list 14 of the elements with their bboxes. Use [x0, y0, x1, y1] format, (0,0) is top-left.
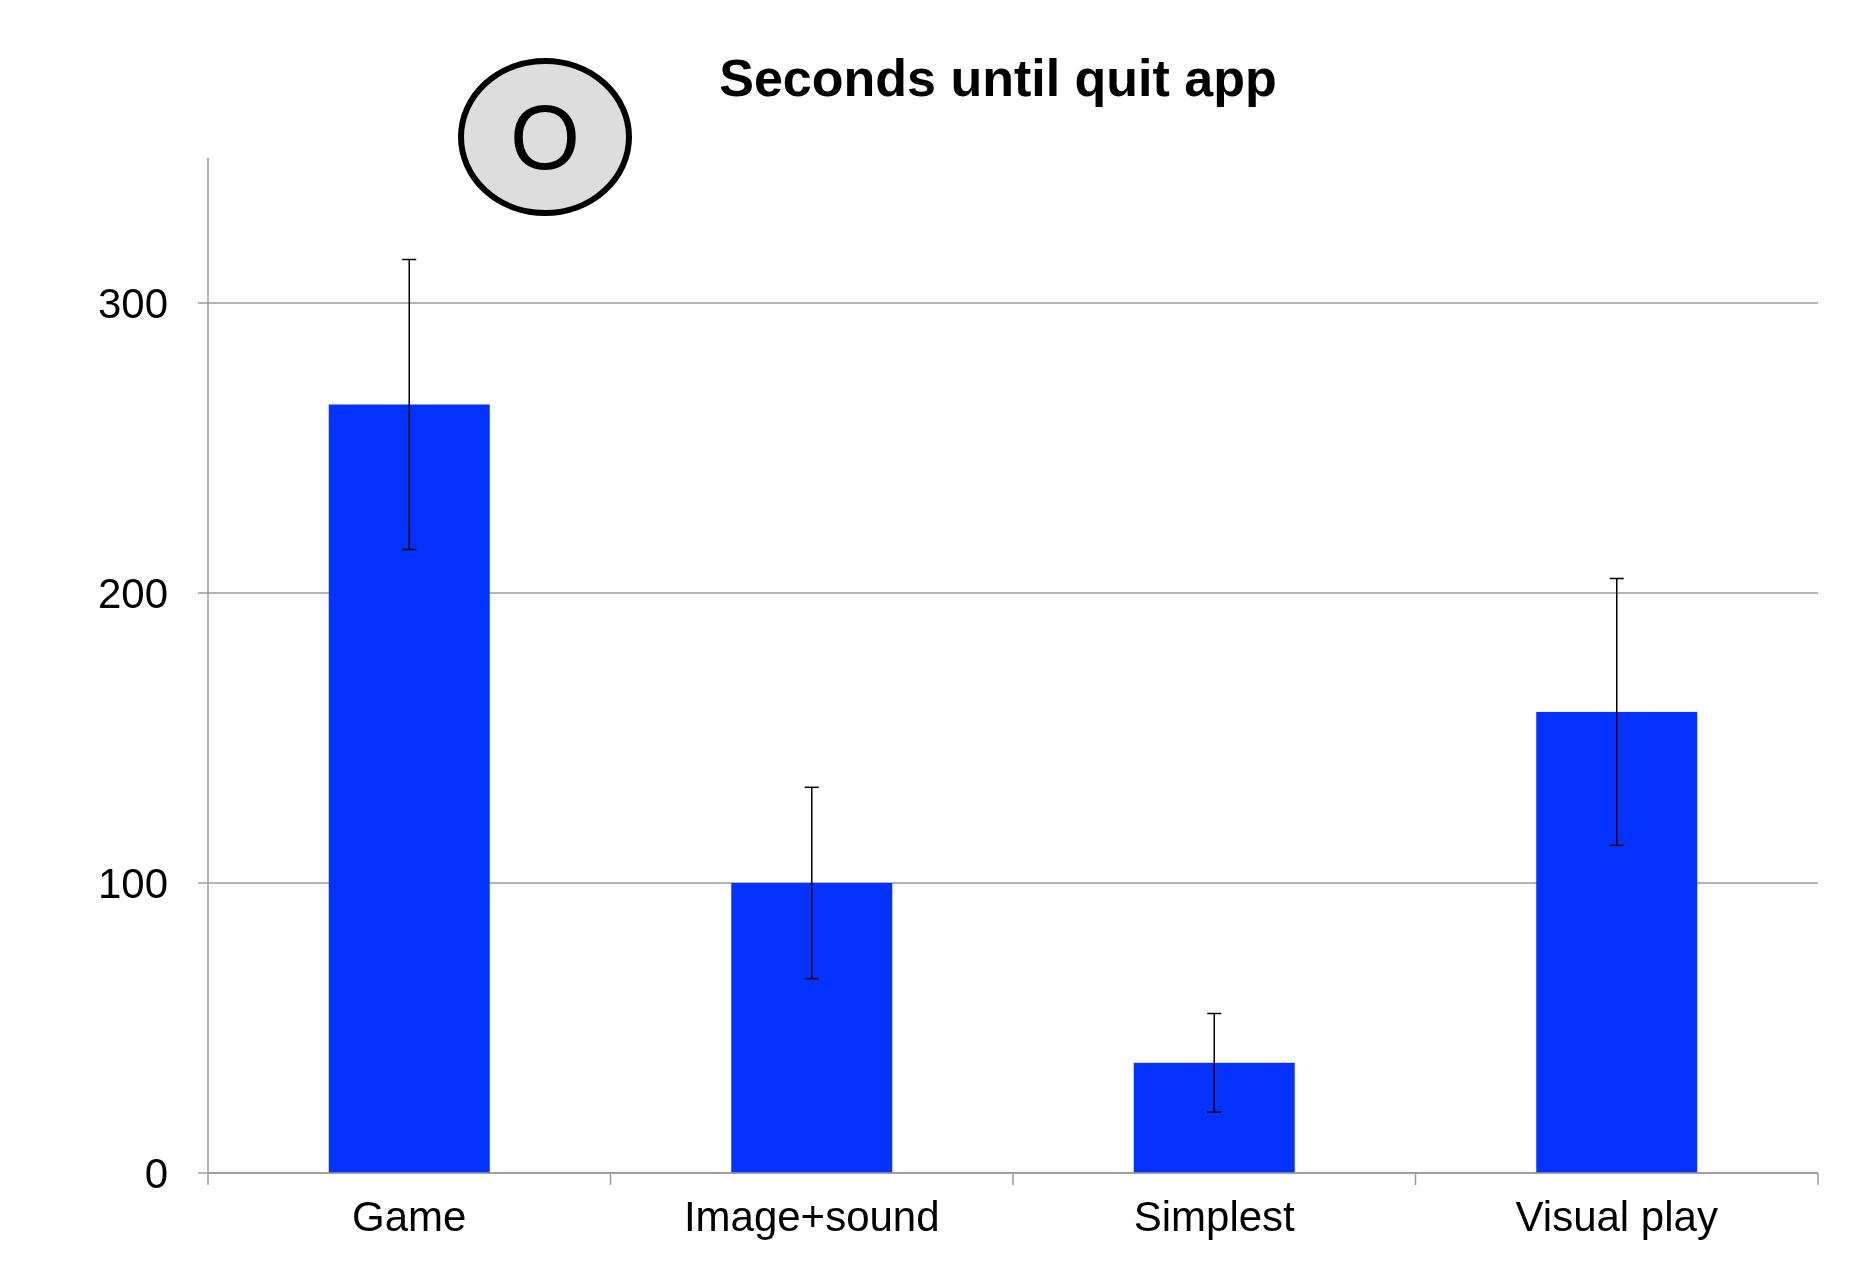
y-tick-label: 200	[97, 569, 168, 617]
x-tick-label: Image+sound	[683, 1193, 940, 1240]
bar	[731, 883, 893, 1173]
x-tick-label: Game	[352, 1193, 467, 1240]
y-tick-label: 300	[97, 279, 168, 327]
annotation: O	[509, 88, 581, 189]
y-tick-label: 0	[144, 1149, 168, 1197]
x-tick-label: Visual play	[1515, 1193, 1718, 1240]
y-tick-label: 100	[97, 859, 168, 907]
bar	[1536, 711, 1698, 1173]
chart-title: Seconds until quit app	[719, 49, 1277, 107]
bar	[1133, 1062, 1295, 1173]
x-tick-label: Simplest	[1133, 1193, 1296, 1240]
bar	[328, 404, 490, 1173]
